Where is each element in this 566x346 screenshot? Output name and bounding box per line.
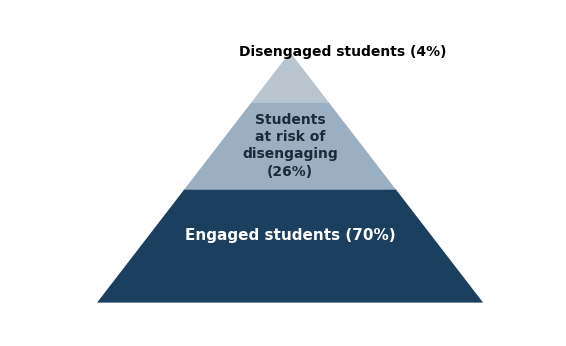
Polygon shape xyxy=(97,189,483,303)
Text: Students
at risk of
disengaging
(26%): Students at risk of disengaging (26%) xyxy=(242,113,338,179)
Text: Disengaged students (4%): Disengaged students (4%) xyxy=(239,45,447,59)
Text: Engaged students (70%): Engaged students (70%) xyxy=(185,228,396,243)
Polygon shape xyxy=(185,102,396,189)
Polygon shape xyxy=(251,52,329,102)
